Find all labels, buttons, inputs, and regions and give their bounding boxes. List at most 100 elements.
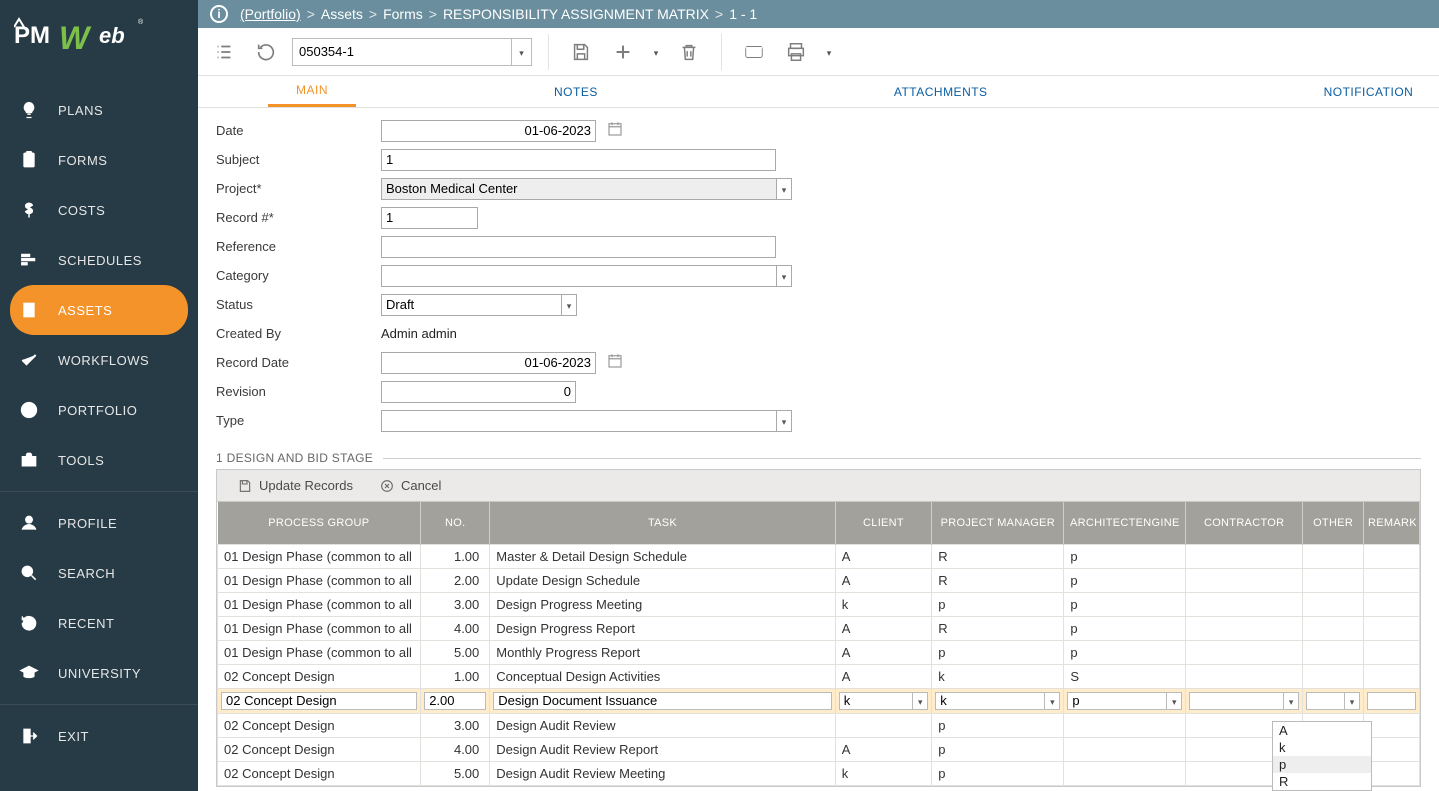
chevron-down-icon[interactable] [1283,692,1299,710]
th-process-group[interactable]: PROCESS GROUP [218,502,421,544]
sidebar-item-forms[interactable]: FORMS [0,135,198,185]
sidebar-item-schedules[interactable]: SCHEDULES [0,235,198,285]
cell-input[interactable] [1367,692,1416,710]
sidebar-item-university[interactable]: UNIVERSITY [0,648,198,698]
chevron-down-icon[interactable] [1044,692,1060,710]
cell-select[interactable] [1189,692,1299,710]
table-row[interactable]: 01 Design Phase (common to all2.00Update… [218,568,1420,592]
recorddate-field[interactable] [381,352,596,374]
print-icon[interactable] [780,36,812,68]
update-records-button[interactable]: Update Records [237,478,353,494]
breadcrumb-forms[interactable]: Forms [383,6,423,22]
sidebar-item-tools[interactable]: TOOLS [0,435,198,485]
breadcrumb-ram[interactable]: RESPONSIBILITY ASSIGNMENT MATRIX [443,6,709,22]
cell-select[interactable] [935,692,1060,710]
tab-notes[interactable]: NOTES [526,76,626,107]
tab-main[interactable]: MAIN [268,76,356,107]
cell-input[interactable] [424,692,486,710]
history-icon[interactable] [250,36,282,68]
dropdown-option[interactable]: k [1273,739,1371,756]
chevron-down-icon[interactable] [776,178,792,200]
search-icon [18,562,40,584]
ae-dropdown[interactable]: AkpR [1272,721,1372,791]
status-field[interactable] [381,294,561,316]
delete-icon[interactable] [673,36,705,68]
chevron-down-icon[interactable] [1166,692,1182,710]
chevron-down-icon[interactable] [511,39,531,65]
reference-field[interactable] [381,236,776,258]
mail-icon[interactable] [738,36,770,68]
chevron-down-icon[interactable] [776,410,792,432]
table-row[interactable]: 02 Concept Design3.00Design Audit Review… [218,713,1420,737]
dropdown-option[interactable]: R [1273,773,1371,790]
calendar-icon[interactable] [606,120,624,141]
subject-field[interactable] [381,149,776,171]
th-project-manager[interactable]: PROJECT MANAGER [932,502,1064,544]
project-field[interactable] [381,178,776,200]
sidebar-item-profile[interactable]: PROFILE [0,498,198,548]
revision-field[interactable] [381,381,576,403]
tab-notification[interactable]: NOTIFICATION [1296,76,1439,107]
cancel-button[interactable]: Cancel [379,478,441,494]
cell-select[interactable] [839,692,929,710]
sidebar-item-portfolio[interactable]: PORTFOLIO [0,385,198,435]
sidebar-item-label: TOOLS [58,453,104,468]
th-contractor[interactable]: CONTRACTOR [1186,502,1303,544]
chevron-down-icon[interactable] [1344,692,1360,710]
save-icon[interactable] [565,36,597,68]
chevron-down-icon[interactable] [561,294,577,316]
sidebar-item-costs[interactable]: COSTS [0,185,198,235]
type-field[interactable] [381,410,776,432]
th-client[interactable]: CLIENT [835,502,932,544]
dollar-icon [18,199,40,221]
breadcrumb-portfolio[interactable]: (Portfolio) [240,6,301,22]
th-architect[interactable]: ARCHITECTENGINE [1064,502,1186,544]
chevron-down-icon[interactable] [776,265,792,287]
th-no[interactable]: NO. [421,502,490,544]
table-row[interactable]: 01 Design Phase (common to all4.00Design… [218,616,1420,640]
status-select[interactable] [381,294,577,316]
table-row[interactable]: 02 Concept Design1.00Conceptual Design A… [218,664,1420,688]
th-remark[interactable]: REMARK [1364,502,1420,544]
sidebar-item-search[interactable]: SEARCH [0,548,198,598]
sidebar-item-assets[interactable]: ASSETS [10,285,188,335]
lightbulb-icon [18,99,40,121]
date-field[interactable] [381,120,596,142]
category-select[interactable] [381,265,792,287]
list-icon[interactable] [208,36,240,68]
sidebar-item-workflows[interactable]: WORKFLOWS [0,335,198,385]
type-select[interactable] [381,410,792,432]
table-row[interactable]: 02 Concept Design5.00Design Audit Review… [218,761,1420,785]
record-selector[interactable] [292,38,532,66]
project-select[interactable] [381,178,792,200]
table-row[interactable]: 01 Design Phase (common to all5.00Monthl… [218,640,1420,664]
table-row[interactable] [218,688,1420,713]
label-recorddate: Record Date [216,355,371,370]
cell-input[interactable] [221,692,417,710]
chevron-down-icon[interactable] [912,692,928,710]
sidebar-item-recent[interactable]: RECENT [0,598,198,648]
table-row[interactable]: 01 Design Phase (common to all1.00Master… [218,544,1420,568]
dropdown-option[interactable]: A [1273,722,1371,739]
th-task[interactable]: TASK [490,502,835,544]
record-selector-input[interactable] [293,39,511,65]
breadcrumb-assets[interactable]: Assets [321,6,363,22]
info-icon[interactable]: i [210,5,228,23]
print-menu-icon[interactable] [822,36,836,68]
tab-attachments[interactable]: ATTACHMENTS [866,76,1016,107]
label-date: Date [216,123,371,138]
table-row[interactable]: 01 Design Phase (common to all3.00Design… [218,592,1420,616]
dropdown-option[interactable]: p [1273,756,1371,773]
th-other[interactable]: OTHER [1303,502,1364,544]
cell-select[interactable] [1067,692,1182,710]
add-icon[interactable] [607,36,639,68]
sidebar-item-exit[interactable]: EXIT [0,711,198,761]
add-menu-icon[interactable] [649,36,663,68]
cell-input[interactable] [493,692,831,710]
recordno-field[interactable] [381,207,478,229]
table-row[interactable]: 02 Concept Design4.00Design Audit Review… [218,737,1420,761]
category-field[interactable] [381,265,776,287]
sidebar-item-plans[interactable]: PLANS [0,85,198,135]
cell-select[interactable] [1306,692,1360,710]
calendar-icon[interactable] [606,352,624,373]
